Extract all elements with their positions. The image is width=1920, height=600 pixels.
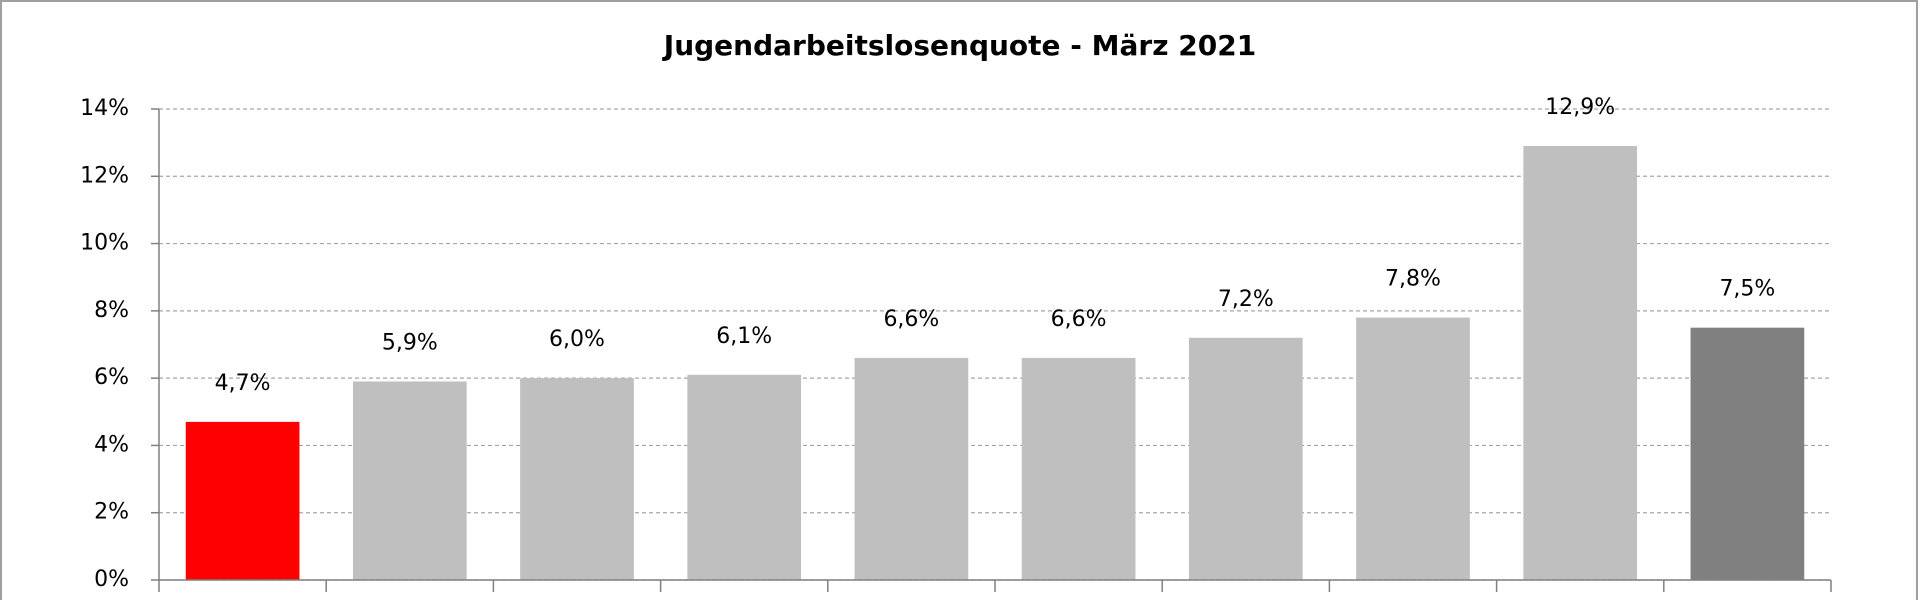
- y-tick-label: 12%: [80, 163, 129, 188]
- y-tick-label: 0%: [94, 567, 129, 592]
- bar: [352, 381, 467, 580]
- chart-title: Jugendarbeitslosenquote - März 2021: [662, 29, 1256, 62]
- value-label: 5,9%: [382, 331, 438, 356]
- y-tick-label: 8%: [94, 298, 129, 323]
- y-tick-label: 10%: [80, 231, 129, 256]
- bar: [1188, 337, 1303, 580]
- bar: [687, 374, 802, 580]
- value-label: 7,5%: [1719, 277, 1775, 302]
- y-tick-label: 14%: [80, 96, 129, 121]
- bar: [1523, 146, 1638, 580]
- bar: [185, 421, 300, 580]
- y-tick-label: 2%: [94, 500, 129, 525]
- value-label: 7,2%: [1218, 287, 1274, 312]
- y-tick-label: 6%: [94, 365, 129, 390]
- value-label: 7,8%: [1385, 267, 1441, 292]
- value-label: 6,6%: [883, 307, 939, 332]
- bar: [854, 357, 969, 580]
- value-label: 6,6%: [1051, 307, 1107, 332]
- bar: [1356, 317, 1470, 580]
- bar: [520, 378, 634, 580]
- value-label: 6,0%: [549, 327, 605, 352]
- value-label: 6,1%: [716, 324, 772, 349]
- value-label: 12,9%: [1545, 95, 1615, 120]
- bar: [1690, 327, 1805, 580]
- bar: [1021, 357, 1136, 580]
- y-tick-label: 4%: [94, 432, 129, 457]
- value-label: 4,7%: [215, 371, 271, 396]
